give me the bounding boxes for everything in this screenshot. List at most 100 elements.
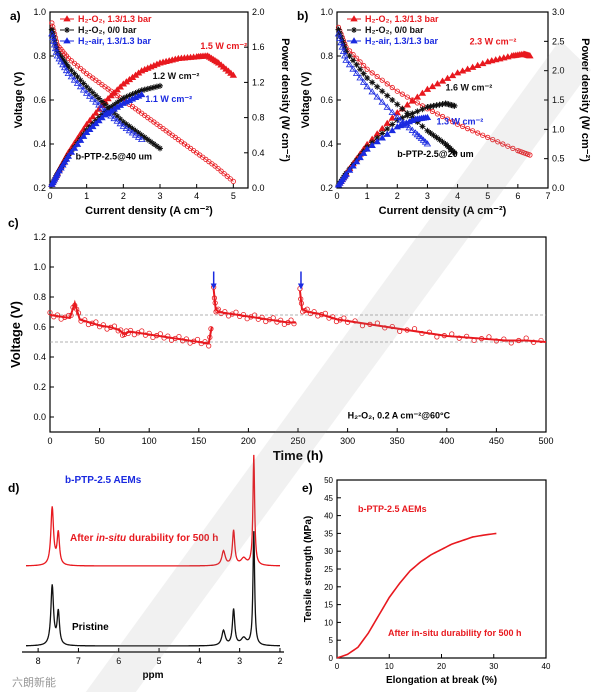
data-point-b <box>429 108 436 114</box>
peak-label-a-o2-ambient: 1.2 W cm⁻² <box>153 71 200 81</box>
data-point-a <box>92 109 100 116</box>
data-point-b <box>357 59 363 65</box>
data-point-c <box>118 327 124 333</box>
data-point-c <box>538 337 544 344</box>
data-point-c <box>100 322 106 328</box>
y2-tick-label-a: 0.0 <box>252 183 265 193</box>
x-tick-label-c: 500 <box>538 436 553 446</box>
data-point-a <box>73 79 82 86</box>
data-point-c <box>206 343 212 349</box>
data-point-b <box>341 52 349 59</box>
y-tick-label-a: 1.0 <box>33 7 46 17</box>
data-point-a <box>128 129 137 136</box>
data-point-b <box>444 116 451 122</box>
y-tick-label-e: 25 <box>324 565 333 574</box>
data-point-a <box>157 82 163 89</box>
data-point-c <box>344 319 351 325</box>
watermark-overlay <box>85 40 591 692</box>
data-point-a <box>60 63 69 71</box>
data-point-c <box>341 315 347 321</box>
data-point-b <box>352 158 361 165</box>
data-point-a <box>119 122 128 129</box>
data-point-b <box>379 130 386 137</box>
data-point-b <box>485 134 491 140</box>
data-point-b <box>478 59 487 67</box>
x-tick-label-b: 6 <box>515 191 520 201</box>
data-point-b <box>388 114 396 121</box>
data-point-c <box>516 337 522 344</box>
data-point-c <box>434 334 440 340</box>
data-point-a <box>108 104 115 111</box>
data-point-c <box>411 326 418 332</box>
data-point-c <box>486 334 492 340</box>
data-point-a <box>107 112 115 119</box>
data-point-a <box>95 95 102 102</box>
data-point-a <box>59 61 67 68</box>
data-point-b <box>356 153 364 161</box>
data-point-a <box>230 178 236 184</box>
data-point-b <box>334 30 343 37</box>
data-point-a <box>224 173 230 179</box>
data-point-a <box>212 163 218 169</box>
y2-tick-label-b: 1.0 <box>552 124 565 134</box>
data-point-c <box>202 339 208 345</box>
data-point-a <box>150 84 157 91</box>
data-point-b <box>388 108 396 115</box>
data-point-a <box>89 122 97 130</box>
data-point-b <box>414 119 421 125</box>
data-point-c <box>75 310 82 316</box>
x-tick-label-a: 3 <box>157 191 162 201</box>
y-tick-label-e: 45 <box>324 494 333 503</box>
data-point-b <box>378 134 386 141</box>
watermark-stroke <box>85 40 591 692</box>
data-point-c <box>493 338 499 344</box>
data-point-b <box>490 137 496 143</box>
data-point-c <box>352 318 358 324</box>
data-point-b <box>361 62 367 69</box>
x-tick-label-d: 5 <box>157 656 162 666</box>
x-tick-label-e: 40 <box>542 662 551 671</box>
data-point-b <box>379 77 385 83</box>
peak-label-a-o2: 1.5 W cm⁻² <box>200 41 247 51</box>
x-axis-label-c: Time (h) <box>273 448 323 463</box>
data-point-a <box>55 55 63 62</box>
x-tick-label-a: 2 <box>121 191 126 201</box>
legend-marker-a <box>63 37 71 44</box>
data-point-a <box>125 127 134 134</box>
y2-tick-label-a: 2.0 <box>252 7 265 17</box>
x-tick-label-a: 5 <box>231 191 236 201</box>
data-point-b <box>404 112 411 119</box>
data-point-b <box>449 119 456 125</box>
data-point-a <box>153 143 160 150</box>
x-tick-label-c: 100 <box>142 436 157 446</box>
data-point-a <box>68 58 74 64</box>
data-point-a <box>62 155 71 162</box>
legend-entry-b: H₂-O₂, 0/0 bar <box>365 25 424 35</box>
sample-label-a: b-PTP-2.5@40 um <box>76 151 152 161</box>
spectrum-after-durability <box>26 454 280 567</box>
data-point-c <box>208 326 214 332</box>
data-point-c <box>54 312 61 318</box>
data-point-a <box>218 168 224 174</box>
data-point-a <box>79 86 88 93</box>
data-point-b <box>349 65 357 72</box>
data-point-c <box>259 314 265 320</box>
data-point-c <box>47 309 53 316</box>
data-point-b <box>409 110 416 117</box>
y-tick-label-e: 20 <box>324 583 333 592</box>
data-point-a <box>227 176 233 182</box>
data-point-a <box>59 161 67 168</box>
legend-entry-a: H₂-O₂, 1.3/1.3 bar <box>78 14 152 24</box>
y-axis-label-a: Voltage (V) <box>13 71 25 128</box>
spectrum-label-pristine: Pristine <box>72 622 109 633</box>
data-point-b <box>345 166 354 173</box>
data-point-a <box>57 58 65 65</box>
data-point-b <box>374 134 381 141</box>
series-line-b <box>338 29 455 154</box>
data-point-b <box>465 126 471 132</box>
legend-marker-b <box>351 27 357 33</box>
x-tick-label-b: 1 <box>365 191 370 201</box>
peak-label-b-o2-ambient: 1.6 W cm⁻² <box>446 83 493 93</box>
y-tick-label-b: 1.0 <box>320 7 333 17</box>
series-line-c <box>298 290 547 343</box>
